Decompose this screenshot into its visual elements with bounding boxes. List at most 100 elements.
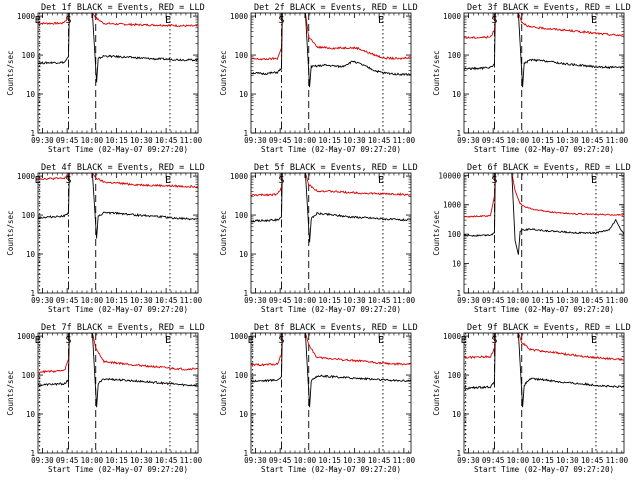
x-tick-label: 09:30 (244, 296, 267, 305)
series-events-line (251, 173, 411, 243)
x-tick-label: 10:30 (343, 456, 366, 465)
y-tick-label: 1 (30, 289, 35, 298)
x-axis-label: Start Time (02-May-07 09:27:20) (474, 305, 614, 314)
y-axis-label: Counts/sec (219, 50, 228, 95)
x-axis-label: Start Time (02-May-07 09:27:20) (474, 465, 614, 474)
x-tick-label: 10:45 (581, 456, 604, 465)
x-tick-label: 10:45 (368, 136, 391, 145)
x-tick-label: 09:30 (31, 136, 54, 145)
chart-title: Det 9f BLACK = Events, RED = LLD (467, 323, 631, 333)
marker-label: E (378, 175, 384, 186)
marker-label: E (165, 15, 171, 26)
x-tick-label: 10:00 (507, 456, 530, 465)
chart-panel-3: Det 3f BLACK = Events, RED = LLD 1 10 100 10… (432, 3, 631, 154)
marker-label: S (65, 175, 71, 186)
y-tick-label: 1 (243, 129, 248, 138)
marker-label: E (165, 335, 171, 346)
x-tick-label: 10:15 (105, 136, 128, 145)
chart-panel-9: Det 9f BLACK = Events, RED = LLD 1 10 100 10… (432, 323, 631, 474)
y-tick-label: 1 (243, 449, 248, 458)
x-tick-label: 09:30 (31, 456, 54, 465)
x-tick-label: 10:15 (105, 296, 128, 305)
x-tick-label: 10:15 (531, 456, 554, 465)
series-group (38, 173, 198, 239)
series-group (464, 333, 624, 408)
x-axis-label: Start Time (02-May-07 09:27:20) (474, 145, 614, 154)
series-lld-line (464, 333, 624, 362)
x-tick-label: 10:30 (556, 456, 579, 465)
series-events-line (464, 173, 624, 255)
y-tick-label: 1 (243, 289, 248, 298)
y-axis-label: Counts/sec (6, 370, 15, 415)
series-events-line (251, 333, 411, 408)
x-tick-label: 10:00 (294, 456, 317, 465)
plot-frame (250, 172, 412, 294)
plot-frame (37, 12, 199, 134)
series-lld-line (251, 13, 411, 61)
x-tick-label: 09:45 (269, 136, 292, 145)
series-lld-line (251, 333, 411, 367)
chart-panel-5: Det 5f BLACK = Events, RED = LLD 1 10 100 10… (219, 163, 418, 314)
y-tick-label: 1000 (17, 172, 36, 181)
y-tick-label: 10 (239, 90, 249, 99)
series-lld-line (38, 13, 198, 28)
x-tick-label: 09:30 (244, 456, 267, 465)
x-tick-label: 09:45 (56, 296, 79, 305)
x-tick-label: 09:30 (457, 296, 480, 305)
marker-label: E (461, 335, 467, 346)
x-tick-label: 10:00 (81, 296, 104, 305)
y-tick-label: 10 (452, 260, 462, 269)
y-tick-label: 10 (26, 90, 36, 99)
marker-label: S (278, 15, 284, 26)
x-tick-label: 10:00 (81, 136, 104, 145)
plot-frame (250, 332, 412, 454)
marker-label: E (591, 335, 597, 346)
marker-label: S (65, 335, 71, 346)
y-tick-label: 10 (452, 90, 462, 99)
x-tick-label: 09:45 (482, 136, 505, 145)
y-axis-label: Counts/sec (219, 370, 228, 415)
y-tick-label: 10 (239, 250, 249, 259)
marker-label: E (591, 15, 597, 26)
x-axis-label: Start Time (02-May-07 09:27:20) (261, 145, 401, 154)
x-tick-label: 10:00 (507, 296, 530, 305)
series-lld-line (38, 173, 198, 189)
x-tick-label: 11:00 (393, 296, 416, 305)
series-group (251, 13, 411, 88)
series-group (251, 333, 411, 408)
x-tick-label: 10:00 (294, 136, 317, 145)
series-events-line (38, 333, 198, 408)
marker-label: S (278, 335, 284, 346)
series-group (38, 13, 198, 83)
x-tick-label: 10:15 (318, 296, 341, 305)
chart-title: Det 2f BLACK = Events, RED = LLD (254, 3, 418, 13)
x-tick-label: 09:45 (56, 456, 79, 465)
series-lld-line (251, 173, 411, 197)
x-tick-label: 10:00 (507, 136, 530, 145)
y-tick-label: 10000 (438, 171, 461, 180)
x-tick-label: 11:00 (393, 136, 416, 145)
x-tick-label: 10:15 (531, 136, 554, 145)
series-events-line (464, 13, 624, 88)
plot-frame (463, 12, 625, 134)
x-tick-label: 11:00 (393, 456, 416, 465)
y-axis-label: Counts/sec (6, 210, 15, 255)
chart-title: Det 7f BLACK = Events, RED = LLD (41, 323, 205, 333)
marker-label: E (35, 175, 41, 186)
x-tick-label: 09:30 (31, 296, 54, 305)
x-tick-label: 10:15 (105, 456, 128, 465)
x-tick-label: 10:30 (343, 296, 366, 305)
y-tick-label: 100 (234, 51, 248, 60)
y-tick-label: 1 (30, 129, 35, 138)
y-tick-label: 100 (234, 371, 248, 380)
y-tick-label: 100 (21, 211, 35, 220)
x-tick-label: 09:45 (56, 136, 79, 145)
x-tick-label: 11:00 (180, 296, 203, 305)
chart-title: Det 1f BLACK = Events, RED = LLD (41, 3, 205, 13)
x-axis-label: Start Time (02-May-07 09:27:20) (261, 465, 401, 474)
x-tick-label: 10:15 (318, 136, 341, 145)
marker-label: S (491, 175, 497, 186)
x-tick-label: 10:30 (130, 456, 153, 465)
chart-title: Det 5f BLACK = Events, RED = LLD (254, 163, 418, 173)
